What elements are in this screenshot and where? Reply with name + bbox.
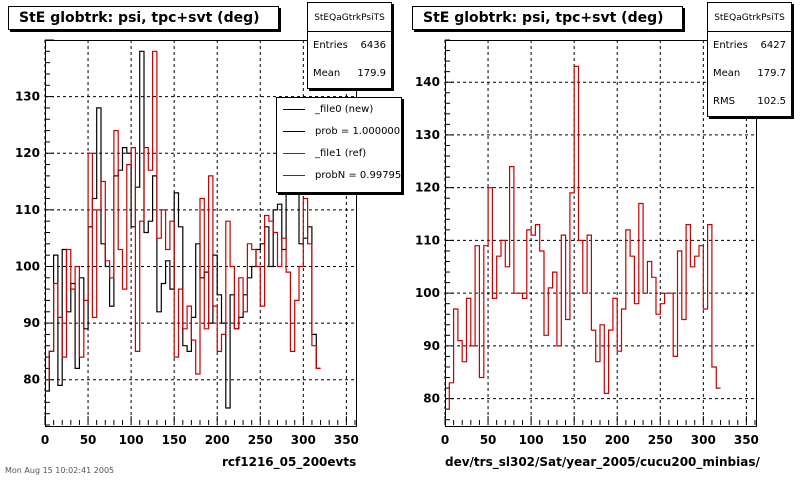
y-tick-label: 90 [23,316,40,330]
legend-label: prob = 1.000000 [315,125,401,137]
stats-row-mean: Mean 179.7 [708,60,791,88]
stats-value: 179.9 [357,68,386,79]
legend-swatch [283,174,305,176]
right-histogram-panel: 0 50 100 150 200 250 300 350 80 90 100 110 120 130 140… [400,0,800,480]
legend-label: probN = 0.997954 [315,169,401,181]
legend-entry-ref: _file1 (ref) [277,142,401,164]
y-tick-label: 120 [15,146,40,160]
legend-entry-prob: prob = 1.000000 [277,120,401,142]
footer-timestamp: Mon Aug 15 10:02:41 2005 [5,466,115,475]
y-tick-label: 100 [15,259,40,273]
legend: _file0 (new) prob = 1.000000 _file1 (ref… [276,97,402,193]
x-tick-label: 100 [119,433,144,447]
histogram-series--file1-ref- [45,50,321,381]
y-tick-label: 80 [423,392,440,406]
x-tick-label: 150 [162,433,187,447]
stats-box: StEQaGtrkPsiTS Entries 6436 Mean 179.9 [307,2,392,89]
y-tick-label: 130 [15,90,40,104]
x-tick-label: 300 [291,433,316,447]
x-tick-label: 200 [605,433,630,447]
stats-value: 179.7 [757,68,786,79]
stats-value: 6436 [360,40,386,51]
stats-name: StEQaGtrkPsiTS [708,3,791,32]
y-tick-label: 140 [415,75,440,89]
legend-entry-new: _file0 (new) [277,98,401,120]
x-tick-label: 350 [734,433,759,447]
x-tick-label: 50 [80,433,97,447]
x-tick-label: 250 [648,433,673,447]
stats-row-mean: Mean 179.9 [308,60,391,88]
x-tick-label: 150 [562,433,587,447]
legend-label: _file0 (new) [315,103,374,115]
y-tick-label: 80 [23,373,40,387]
left-histogram-panel: 0 50 100 150 200 250 300 350 80 90 100 110 120 130 St… [8,2,402,469]
stats-value: 102.5 [757,96,786,107]
stats-box: StEQaGtrkPsiTS Entries 6427 Mean 179.7 R… [707,2,792,117]
plot-title: StE globtrk: psi, tpc+svt (deg) [8,6,279,30]
legend-entry-probn: probN = 0.997954 [277,164,401,186]
x-tick-label: 250 [248,433,273,447]
y-tick-label: 130 [415,128,440,142]
stats-name: StEQaGtrkPsiTS [308,3,391,32]
y-tick-label: 110 [15,203,40,217]
stats-label: Mean [313,68,341,79]
stats-row-entries: Entries 6436 [308,32,391,60]
stats-value: 6427 [760,40,786,51]
x-axis-label: dev/trs_sl302/Sat/year_2005/cucu200_minb… [445,455,760,469]
plot-title: StE globtrk: psi, tpc+svt (deg) [412,6,683,30]
x-tick-label: 350 [334,433,359,447]
x-tick-label: 0 [441,433,449,447]
x-axis-label: rcf1216_05_200evts [222,455,357,469]
y-tick-label: 120 [415,181,440,195]
x-tick-label: 100 [519,433,544,447]
legend-swatch [283,130,305,132]
stats-row-entries: Entries 6427 [708,32,791,60]
stats-label: RMS [713,96,735,107]
x-tick-label: 0 [41,433,49,447]
right-plot-svg: 0 50 100 150 200 250 300 350 80 90 100 110 120 130 140 [415,39,759,447]
x-tick-label: 200 [205,433,230,447]
plot-frame [445,40,757,427]
legend-swatch [283,152,305,154]
stats-label: Entries [713,40,748,51]
x-tick-label: 50 [480,433,497,447]
stats-label: Mean [713,68,741,79]
y-tick-label: 110 [415,233,440,247]
stats-row-rms: RMS 102.5 [708,88,791,116]
legend-label: _file1 (ref) [315,147,367,159]
y-tick-label: 90 [423,339,440,353]
legend-swatch [283,108,305,110]
x-tick-label: 300 [691,433,716,447]
stats-label: Entries [313,40,348,51]
y-tick-label: 100 [415,286,440,300]
histogram-series--file1-ref- [445,65,721,410]
